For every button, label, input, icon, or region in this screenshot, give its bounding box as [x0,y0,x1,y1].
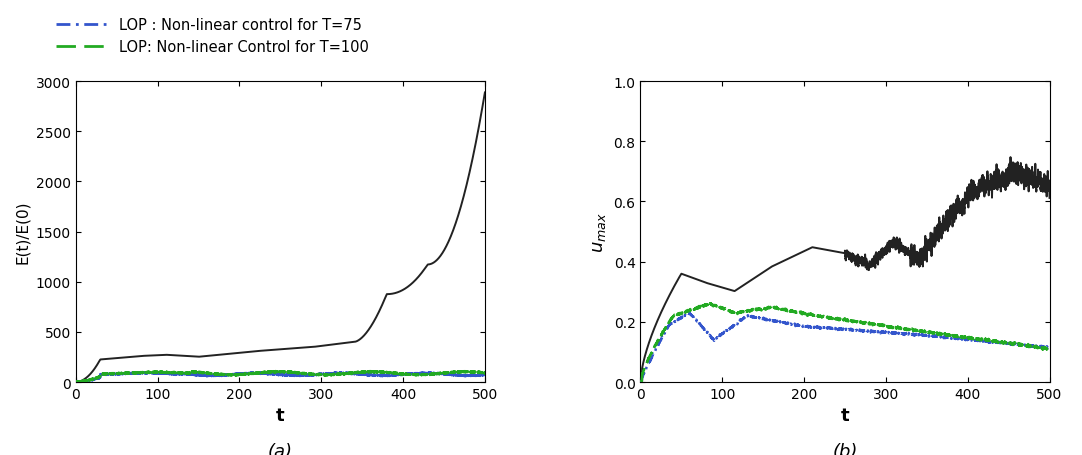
Text: (b): (b) [832,442,858,455]
Y-axis label: E(t)/E(0): E(t)/E(0) [15,200,30,264]
X-axis label: t: t [841,407,849,425]
Legend: LOP : Non-linear control for T=75, LOP: Non-linear Control for T=100: LOP : Non-linear control for T=75, LOP: … [51,12,374,61]
Y-axis label: $u_{max}$: $u_{max}$ [590,212,608,253]
X-axis label: t: t [276,407,285,425]
Text: (a): (a) [268,442,293,455]
